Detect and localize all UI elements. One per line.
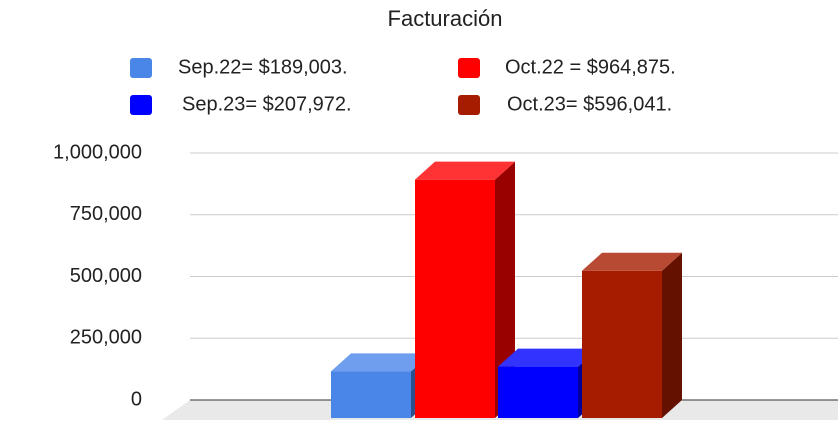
bar-top [498, 348, 598, 367]
legend-label: Oct.22 = $964,875. [505, 56, 676, 78]
legend-swatch [458, 58, 480, 78]
bar-top [582, 252, 682, 271]
bar-side [662, 252, 682, 418]
y-tick-label: 1,000,000 [53, 141, 142, 163]
bar [582, 270, 662, 418]
legend-label: Sep.23= $207,972. [182, 93, 352, 115]
bar [498, 366, 578, 418]
legend-label: Sep.22= $189,003. [178, 56, 348, 78]
legend-label: Oct.23= $596,041. [507, 93, 672, 115]
y-tick-label: 500,000 [70, 265, 142, 287]
legend-swatch [458, 95, 480, 115]
chart-title: Facturación [388, 6, 503, 31]
bar [331, 371, 411, 418]
y-tick-label: 750,000 [70, 203, 142, 225]
bar-top [415, 161, 515, 180]
y-tick-label: 250,000 [70, 327, 142, 349]
y-tick-label: 0 [131, 388, 142, 410]
legend-swatch [130, 95, 152, 115]
bar [415, 179, 495, 418]
bar-top [331, 353, 431, 372]
bar-side [495, 161, 515, 418]
legend-swatch [130, 58, 152, 78]
